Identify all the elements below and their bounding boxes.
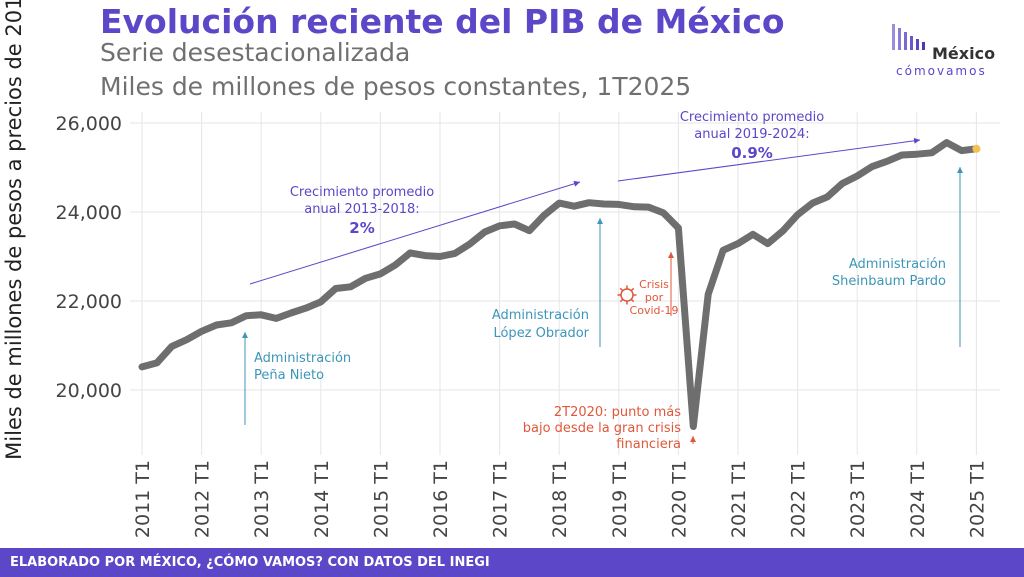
admin-pena-name: Peña Nieto [254,368,324,383]
low-2020-label-2: bajo desde la gran crisis [523,421,681,436]
growth-2-value: 0.9% [731,144,773,162]
growth-1-label-2: anual 2013-2018: [304,202,419,217]
last-data-point [972,144,981,153]
x-tick-label: 2020 T1 [668,460,690,538]
y-tick-label: 20,000 [56,380,122,402]
growth-arrow-2013-2018 [249,180,581,285]
x-tick-label: 2015 T1 [370,460,392,538]
x-tick-labels: 2011 T1 2012 T1 2013 T1 2014 T1 2015 T1 2016 … [132,460,988,538]
gdp-series-line [138,139,980,430]
x-tick-label: 2012 T1 [192,460,214,538]
low-2020-label-1: 2T2020: punto más [554,405,681,420]
x-tick-label: 2016 T1 [430,460,452,538]
admin-lopez-name: López Obrador [493,326,589,341]
low-2020-label-3: financiera [616,437,681,452]
covid-label-2: por [645,291,664,304]
x-tick-label: 2023 T1 [847,460,869,538]
x-tick-label: 2024 T1 [907,460,929,538]
covid-label-3: Covid-19 [630,304,679,317]
growth-2-label-2: anual 2019-2024: [694,127,809,142]
x-tick-label: 2022 T1 [788,460,810,538]
y-tick-label: 24,000 [56,202,122,224]
x-tick-label: 2018 T1 [549,460,571,538]
growth-1-label: Crecimiento promedio [290,185,434,200]
admin-sheinbaum-label: Administración [849,257,946,272]
logo-text-bottom: cómovamos [896,64,987,78]
chart-units: Miles de millones de pesos constantes, 1… [100,72,692,101]
x-tick-label: 2019 T1 [609,460,631,538]
footer-source: ELABORADO POR MÉXICO, ¿CÓMO VAMOS? CON D… [10,555,490,570]
y-tick-label: 22,000 [56,291,122,313]
annotation-arrows [242,137,963,444]
admin-pena-label: Administración [254,351,351,366]
x-tick-label: 2017 T1 [490,460,512,538]
x-tick-label: 2025 T1 [966,460,988,538]
chart-subtitle: Serie desestacionalizada [100,38,411,67]
x-tick-label: 2014 T1 [311,460,333,538]
admin-sheinbaum-name: Sheinbaum Pardo [832,274,946,289]
growth-1-value: 2% [349,219,374,237]
admin-lopez-label: Administración [492,308,589,323]
footer-bar: ELABORADO POR MÉXICO, ¿CÓMO VAMOS? CON D… [0,548,1024,577]
covid-label-1: Crisis [639,278,669,291]
x-tick-label: 2011 T1 [132,460,154,538]
chart-title: Evolución reciente del PIB de México [100,2,785,41]
grid [130,112,1000,455]
virus-icon [617,285,637,305]
growth-arrow-2019-2024 [617,137,921,182]
annotations: Crecimiento promedio anual 2013-2018: 2% Cr… [254,110,946,452]
y-tick-label: 26,000 [56,113,122,135]
growth-2-label: Crecimiento promedio [680,110,824,125]
mexico-como-vamos-logo: México cómovamos [890,24,1010,84]
y-tick-labels: 20,000 22,000 24,000 26,000 [56,113,122,402]
logo-bars-icon [892,24,925,50]
x-tick-label: 2021 T1 [728,460,750,538]
logo-text-top: México [932,44,996,63]
x-tick-label: 2013 T1 [251,460,273,538]
